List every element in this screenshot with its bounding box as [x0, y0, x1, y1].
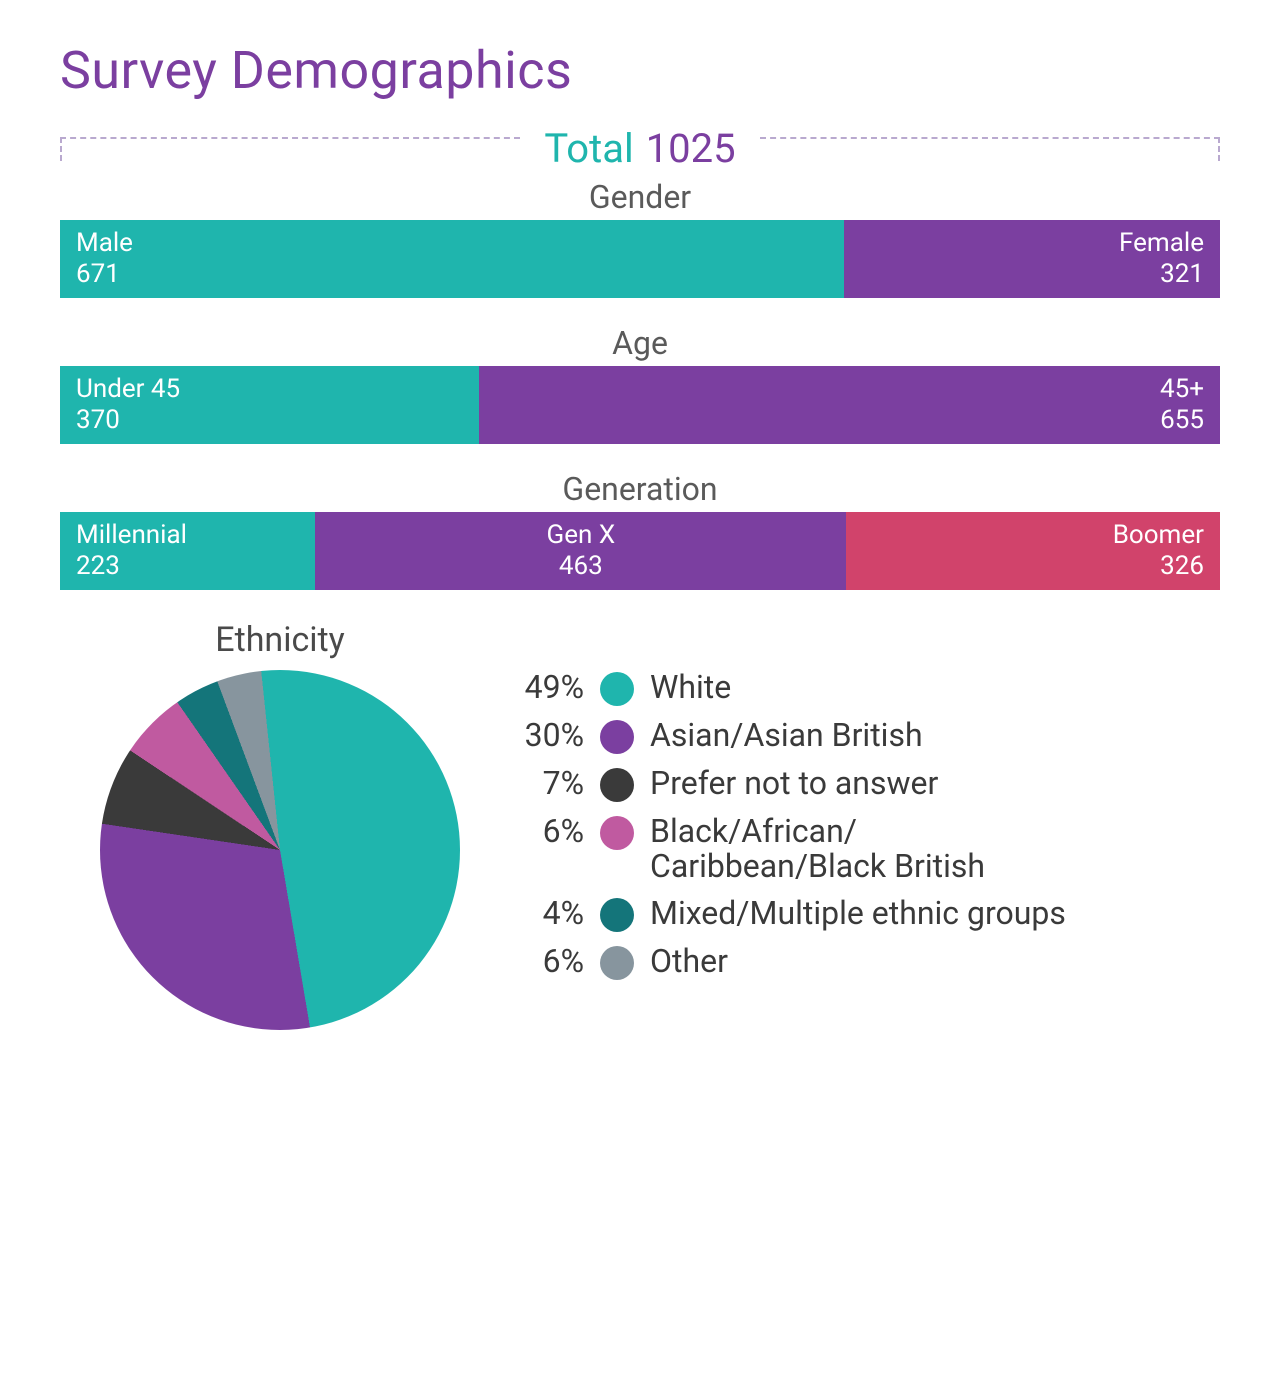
page-title: Survey Demographics [60, 40, 1220, 101]
legend-swatch-icon [600, 816, 634, 850]
legend-label: Black/African/ Caribbean/Black British [634, 814, 1074, 884]
ethnicity-pie-chart [100, 670, 460, 1030]
bar-segment-value: 223 [76, 551, 299, 582]
pie-block: Ethnicity [100, 620, 460, 1030]
total-label: Total [544, 125, 633, 172]
legend-swatch-icon [600, 672, 634, 706]
legend-percent: 49% [500, 670, 600, 705]
bar-segment: Female321 [844, 220, 1220, 298]
bar-segment-label: Female [860, 228, 1204, 259]
legend-swatch-icon [600, 898, 634, 932]
legend-percent: 6% [500, 944, 600, 979]
ethnicity-legend: 49% White 30% Asian/Asian British 7% Prefer n… [500, 670, 1220, 992]
bar-segment: Boomer326 [846, 512, 1220, 590]
bar-segment-value: 655 [495, 405, 1204, 436]
bar-segment: Gen X463 [315, 512, 846, 590]
bar-segment-label: Boomer [862, 520, 1204, 551]
bracket-left [60, 137, 520, 161]
legend-label: Other [634, 944, 728, 979]
bar-segment-label: 45+ [495, 374, 1204, 405]
bar-segment-value: 463 [559, 551, 603, 582]
legend-item: 6% Other [500, 944, 1220, 980]
ethnicity-row: Ethnicity 49% White 30% Asian/Asian British… [60, 620, 1220, 1030]
bar-segment-value: 370 [76, 405, 463, 436]
legend-swatch-icon [600, 720, 634, 754]
total-value: 1025 [646, 125, 736, 172]
legend-swatch-icon [600, 946, 634, 980]
legend-item: 4% Mixed/Multiple ethnic groups [500, 896, 1220, 932]
stacked-bars-container: GenderMale671Female321AgeUnder 4537045+6… [60, 178, 1220, 590]
stacked-bar: Male671Female321 [60, 220, 1220, 298]
bar-segment: 45+655 [479, 366, 1220, 444]
legend-swatch-icon [600, 768, 634, 802]
bar-section-label: Generation [60, 470, 1220, 508]
bar-segment-value: 326 [862, 551, 1204, 582]
legend-item: 6% Black/African/ Caribbean/Black British [500, 814, 1220, 884]
bracket-right [760, 137, 1220, 161]
legend-label: Mixed/Multiple ethnic groups [634, 896, 1066, 931]
legend-label: Prefer not to answer [634, 766, 938, 801]
stacked-bar: Under 4537045+655 [60, 366, 1220, 444]
legend-item: 7% Prefer not to answer [500, 766, 1220, 802]
bar-segment: Male671 [60, 220, 844, 298]
bar-segment: Under 45370 [60, 366, 479, 444]
bar-section-label: Gender [60, 178, 1220, 216]
bar-segment-label: Male [76, 228, 828, 259]
bar-segment-label: Under 45 [76, 374, 463, 405]
stacked-bar: Millennial223Gen X463Boomer326 [60, 512, 1220, 590]
legend-label: Asian/Asian British [634, 718, 923, 753]
legend-percent: 30% [500, 718, 600, 753]
legend-percent: 6% [500, 814, 600, 849]
legend-percent: 7% [500, 766, 600, 801]
legend-item: 49% White [500, 670, 1220, 706]
ethnicity-title: Ethnicity [215, 620, 345, 660]
bar-segment-value: 671 [76, 259, 828, 290]
bar-segment-label: Millennial [76, 520, 299, 551]
total-bracket-row: Total 1025 [60, 125, 1220, 172]
total-text: Total 1025 [520, 125, 759, 172]
bar-segment-value: 321 [860, 259, 1204, 290]
bar-section-label: Age [60, 324, 1220, 362]
bar-segment: Millennial223 [60, 512, 315, 590]
legend-percent: 4% [500, 896, 600, 931]
bar-segment-label: Gen X [547, 520, 616, 551]
legend-item: 30% Asian/Asian British [500, 718, 1220, 754]
legend-label: White [634, 670, 731, 705]
